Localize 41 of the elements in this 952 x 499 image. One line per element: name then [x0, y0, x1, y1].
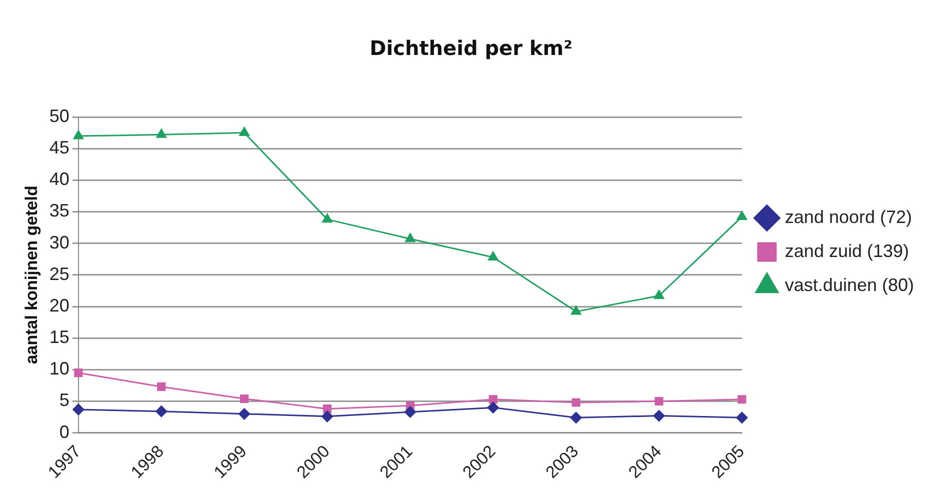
- y-tick-label: 45: [49, 138, 70, 158]
- point: [322, 214, 332, 223]
- point: [738, 395, 746, 404]
- point: [654, 290, 664, 300]
- point: [487, 402, 499, 414]
- y-tick-label: 10: [49, 358, 70, 379]
- point: [488, 395, 498, 404]
- y-tick-label: 50: [49, 106, 70, 126]
- point: [156, 406, 168, 418]
- legend-label: vast.duinen (80): [784, 274, 914, 295]
- point: [488, 251, 498, 260]
- point: [405, 233, 416, 242]
- point: [654, 396, 664, 406]
- point: [736, 211, 748, 220]
- y-tick-label: 15: [49, 327, 70, 348]
- y-tick-label: 25: [49, 264, 70, 284]
- point: [238, 408, 250, 420]
- y-tick-label: 30: [49, 232, 70, 252]
- point: [156, 128, 166, 138]
- point: [240, 394, 249, 404]
- point: [736, 412, 748, 424]
- y-tick-label: 0: [59, 422, 70, 442]
- point: [72, 404, 84, 416]
- point: [404, 406, 416, 418]
- y-tick-label: 35: [49, 200, 70, 221]
- point: [322, 404, 332, 414]
- point: [570, 412, 582, 424]
- point: [321, 410, 333, 422]
- y-axis-title: aantal konijnen geteld: [22, 186, 41, 364]
- point: [73, 130, 84, 140]
- point: [572, 398, 580, 407]
- y-tick-label: 20: [49, 295, 70, 316]
- point: [239, 127, 250, 136]
- chart-title: Dichtheid per km²: [370, 36, 572, 60]
- y-tick-label: 5: [59, 390, 70, 410]
- point: [653, 410, 665, 422]
- point: [570, 306, 582, 315]
- y-tick-label: 40: [49, 169, 70, 190]
- point: [157, 382, 166, 392]
- legend-label: zand zuid (139): [784, 240, 909, 261]
- legend-label: zand noord (72): [784, 206, 912, 227]
